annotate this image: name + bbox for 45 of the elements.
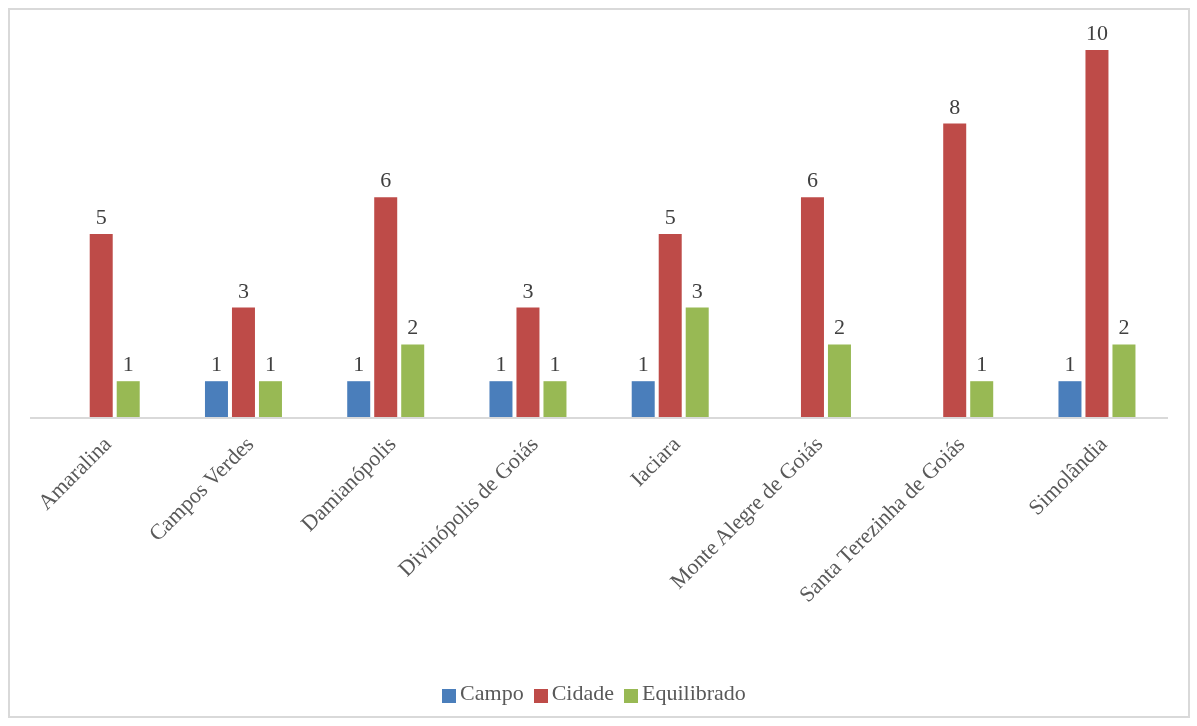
data-label: 6 <box>806 167 818 193</box>
bar <box>204 381 228 418</box>
bar <box>1085 50 1109 418</box>
data-label: 3 <box>522 277 534 303</box>
bar <box>516 307 540 418</box>
data-label: 5 <box>95 204 107 229</box>
bar <box>685 307 709 418</box>
data-label: 2 <box>833 314 845 340</box>
data-label: 1 <box>353 351 365 377</box>
data-label: 1 <box>976 351 988 377</box>
data-label: 1 <box>122 351 134 377</box>
bar <box>347 381 371 418</box>
bar <box>800 197 824 418</box>
data-label: 8 <box>949 93 961 119</box>
bar <box>658 234 682 418</box>
bar <box>489 381 513 418</box>
data-label: 6 <box>380 167 392 193</box>
bar <box>1112 344 1136 418</box>
data-label: 1 <box>264 351 276 377</box>
data-label: 2 <box>407 314 419 340</box>
bar <box>970 381 994 418</box>
data-label: 3 <box>237 277 249 303</box>
legend-label: Campo <box>460 680 524 705</box>
bar <box>943 123 967 418</box>
data-label: 5 <box>664 204 676 229</box>
bar <box>631 381 655 418</box>
data-label: 2 <box>1118 314 1130 340</box>
bar <box>543 381 567 418</box>
bar <box>1058 381 1082 418</box>
bar <box>374 197 398 418</box>
bar <box>231 307 255 418</box>
bar <box>89 234 113 418</box>
bar <box>827 344 851 418</box>
data-label: 1 <box>210 351 222 377</box>
data-label: 10 <box>1085 20 1108 45</box>
data-label: 1 <box>1064 351 1076 377</box>
data-label: 3 <box>691 277 703 303</box>
bar <box>116 381 140 418</box>
data-label: 1 <box>637 351 649 377</box>
data-label: 1 <box>495 351 507 377</box>
legend-label: Equilibrado <box>642 680 746 705</box>
bar <box>258 381 282 418</box>
bar <box>401 344 425 418</box>
legend-label: Cidade <box>551 680 614 705</box>
data-label: 1 <box>549 351 561 377</box>
